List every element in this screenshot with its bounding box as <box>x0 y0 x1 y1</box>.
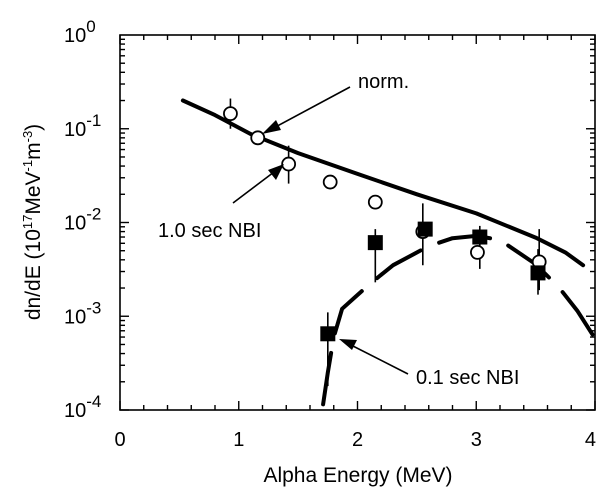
axis-ticks <box>119 35 596 411</box>
x-tick-label: 0 <box>114 429 125 451</box>
x-tick-label: 3 <box>471 429 482 451</box>
annotation-1s-nbi: 1.0 sec NBI <box>158 220 261 242</box>
arrow-0p1s-nbi-shaft <box>346 342 409 375</box>
data-point-open-circle <box>250 130 266 146</box>
model-curves <box>180 98 596 407</box>
y-tick-label: 100 <box>64 17 96 47</box>
annotation-norm: norm. <box>358 71 409 93</box>
data-point-filled-square <box>472 229 488 245</box>
data-point-open-circle <box>223 106 238 122</box>
data-point-filled-square <box>320 326 336 342</box>
tick-labels: 0 1 2 3 4 100 10-1 10-2 10-3 10-4 <box>64 17 596 451</box>
arrow-1s-nbi-shaft <box>232 168 279 204</box>
y-tick-label: 10-3 <box>64 298 101 328</box>
error-bars <box>229 98 540 387</box>
x-axis-title: Alpha Energy (MeV) <box>263 464 452 487</box>
data-point-open-circle <box>367 194 383 210</box>
data-markers <box>223 106 547 342</box>
arrow-norm-shaft <box>267 86 351 132</box>
y-tick-label: 10-4 <box>64 392 101 422</box>
x-tick-label: 2 <box>352 429 363 451</box>
data-point-filled-square <box>417 221 433 237</box>
y-tick-label: 10-1 <box>64 111 101 141</box>
y-tick-label: 10-2 <box>64 205 101 235</box>
data-point-filled-square <box>367 235 383 251</box>
x-tick-label: 1 <box>233 429 244 451</box>
curve-1s-nbi <box>180 98 586 268</box>
x-tick-label: 4 <box>585 429 596 451</box>
data-point-open-circle <box>322 174 338 190</box>
y-axis-title: dn/dE (1017MeV-1m-3) <box>20 124 45 320</box>
arrow-1s-nbi-head <box>268 164 284 180</box>
data-point-open-circle <box>470 244 485 260</box>
arrow-0p1s-nbi-head <box>339 339 357 350</box>
arrow-norm-head <box>262 120 281 134</box>
data-point-filled-square <box>530 265 546 281</box>
annotation-0p1s-nbi: 0.1 sec NBI <box>416 367 519 389</box>
data-point-open-circle <box>281 156 297 172</box>
curve-0p1s-nbi <box>321 233 596 407</box>
